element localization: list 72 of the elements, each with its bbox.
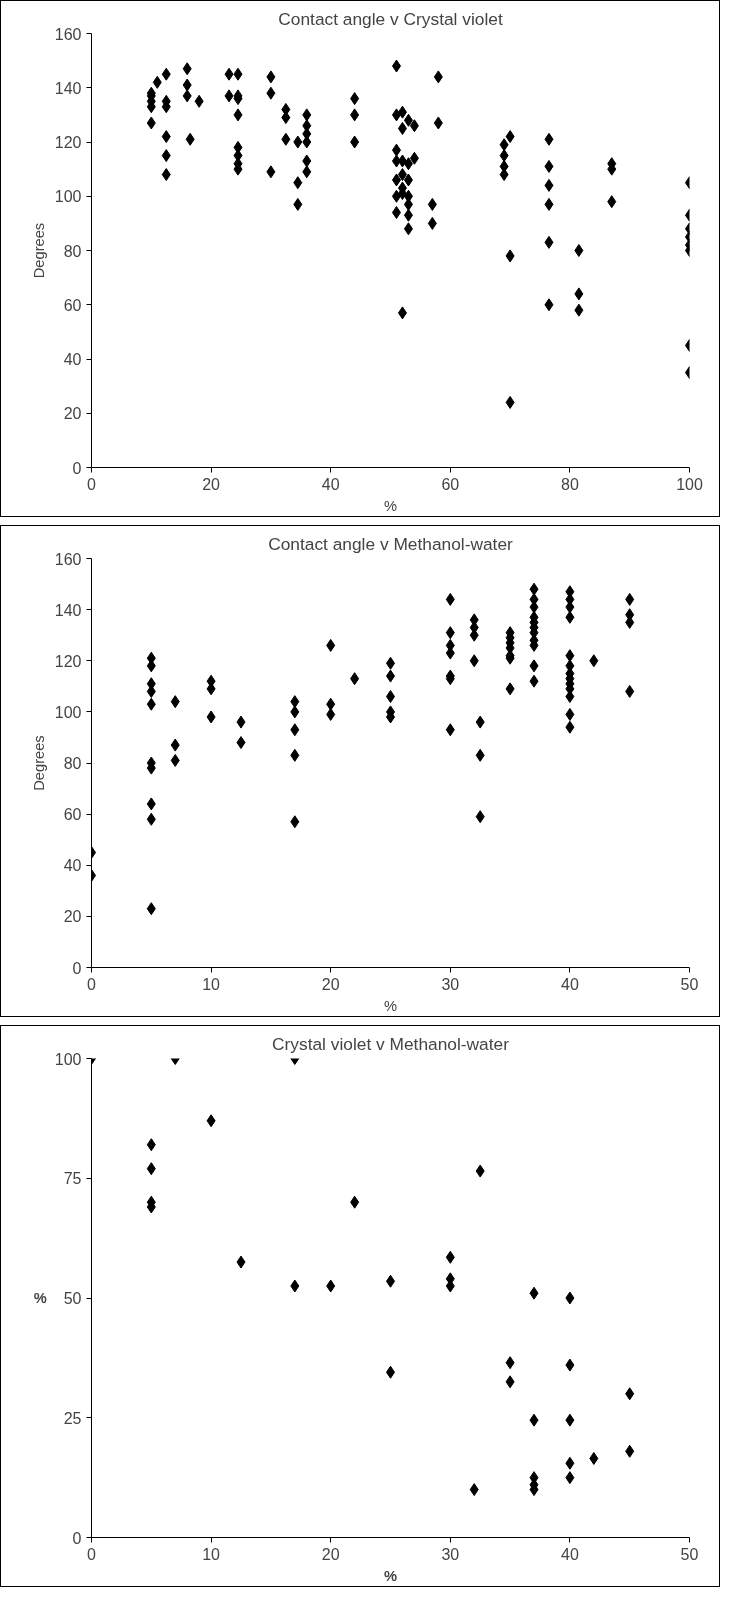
y-tick-label: 80 [63, 755, 82, 772]
point [146, 1138, 156, 1152]
point [146, 1162, 156, 1176]
chart-title: Contact angle v Methanol-water [268, 533, 514, 554]
y-tick-label: 160 [54, 550, 82, 568]
x-tick-label: 0 [87, 975, 97, 993]
y-tick-label: 75 [63, 1170, 82, 1188]
point [565, 1291, 575, 1305]
x-axis-title: % [383, 497, 398, 514]
y-tick-label: 20 [63, 405, 82, 423]
x-tick-label: 10 [202, 975, 221, 993]
point [625, 1444, 635, 1458]
y-tick-label: 60 [63, 806, 82, 824]
point [529, 1286, 539, 1300]
point [565, 1413, 575, 1427]
y-tick-label: 40 [63, 857, 82, 875]
x-tick-label: 50 [680, 975, 699, 993]
x-axis-title: % [383, 997, 398, 1014]
point [350, 1195, 360, 1209]
y-tick-label: 160 [54, 25, 82, 43]
x-axis-title: % [383, 1567, 398, 1584]
y-tick-label: 100 [54, 703, 82, 721]
y-tick-label: 80 [63, 242, 82, 260]
y-tick-label: 20 [63, 908, 82, 926]
x-tick-label: 100 [676, 475, 703, 493]
point [326, 1279, 336, 1293]
x-tick-label: 20 [202, 475, 221, 493]
y-tick-label: 50 [63, 1290, 82, 1307]
x-tick-label: 30 [441, 1545, 460, 1563]
point [445, 1250, 455, 1264]
x-tick-label: 0 [87, 1545, 97, 1563]
y-tick-label: 40 [63, 351, 82, 368]
x-tick-label: 40 [321, 475, 340, 493]
x-tick-label: 0 [87, 475, 97, 493]
y-tick-label: 120 [54, 134, 82, 151]
x-tick-label: 40 [561, 1545, 579, 1563]
y-tick-label: 60 [63, 296, 82, 314]
x-tick-label: 60 [441, 475, 460, 493]
y-tick-label: 100 [54, 1050, 82, 1068]
point [290, 1279, 300, 1293]
x-tick-label: 50 [680, 1545, 699, 1563]
y-tick-label: 120 [54, 652, 82, 670]
y-tick-label: 140 [54, 601, 82, 619]
chart-title: Contact angle v Crystal violet [278, 8, 503, 29]
y-tick-label: 140 [54, 79, 82, 97]
point [206, 1114, 216, 1128]
x-tick-label: 20 [321, 1545, 340, 1563]
chart-title: Crystal violet v Methanol-water [272, 1033, 510, 1054]
x-tick-label: 30 [441, 975, 460, 993]
point [565, 1358, 575, 1372]
y-axis-title: % [33, 1290, 47, 1306]
x-tick-label: 20 [321, 975, 340, 993]
y-axis-title: Degrees [30, 222, 47, 279]
point [589, 1451, 599, 1465]
point [505, 1375, 515, 1389]
point [475, 1164, 485, 1178]
point [505, 1356, 515, 1370]
point [529, 1413, 539, 1427]
x-tick-label: 10 [202, 1545, 221, 1563]
x-tick-label: 80 [561, 475, 579, 493]
y-tick-label: 0 [72, 1529, 82, 1547]
y-axis-title: Degrees [30, 735, 47, 791]
point [625, 1387, 635, 1401]
y-tick-label: 0 [72, 959, 82, 977]
point [236, 1255, 246, 1269]
point [565, 1471, 575, 1485]
x-tick-label: 40 [561, 975, 579, 993]
y-tick-label: 25 [63, 1409, 82, 1427]
point [565, 1456, 575, 1470]
point [469, 1483, 479, 1497]
y-tick-label: 100 [54, 188, 82, 206]
y-tick-label: 0 [72, 459, 82, 477]
